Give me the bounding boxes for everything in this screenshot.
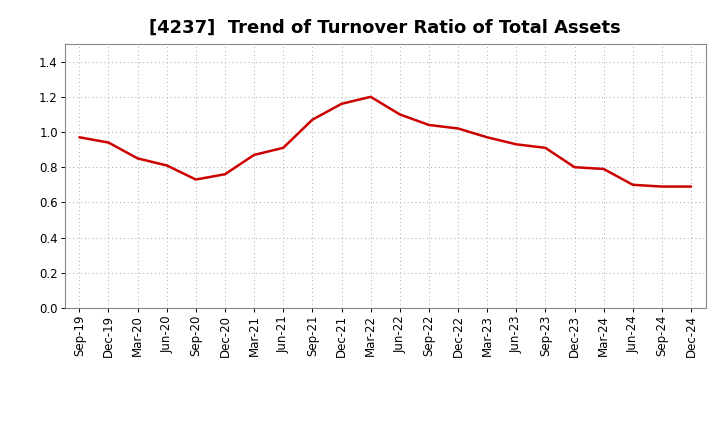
Title: [4237]  Trend of Turnover Ratio of Total Assets: [4237] Trend of Turnover Ratio of Total … bbox=[149, 19, 621, 37]
